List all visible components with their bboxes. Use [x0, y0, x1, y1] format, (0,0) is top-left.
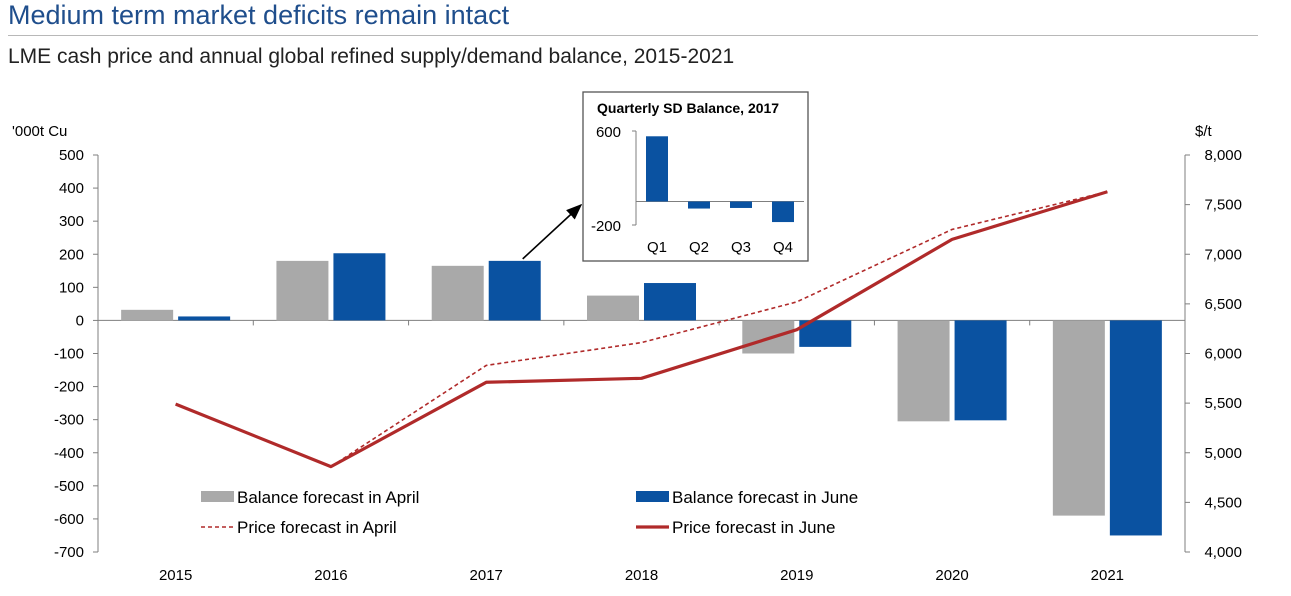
inset-bar [688, 201, 710, 209]
bar-june-balance [954, 320, 1007, 421]
left-axis-tick-label: -200 [54, 379, 84, 396]
inset-bar [646, 136, 668, 202]
page-title: Medium term market deficits remain intac… [8, 0, 510, 30]
left-axis-tick-label: 400 [59, 180, 84, 197]
inset-frame [582, 91, 809, 262]
category-label: 2018 [625, 567, 658, 584]
left-axis-tick-label: 300 [59, 213, 84, 230]
bar-april-balance [121, 309, 174, 321]
chart-subtitle: LME cash price and annual global refined… [8, 45, 735, 68]
right-axis-tick-label: 6,000 [1204, 346, 1242, 363]
bar-april-balance [276, 260, 329, 321]
title-divider [8, 35, 1258, 36]
right-axis-tick-label: 7,500 [1204, 197, 1242, 214]
category-label: 2016 [314, 567, 347, 584]
left-axis-tick-label: -300 [54, 412, 84, 429]
inset-bar [772, 201, 794, 223]
inset-pointer-arrow [522, 203, 583, 260]
left-axis-tick-label: 0 [76, 312, 84, 329]
legend-label: Balance forecast in April [237, 488, 419, 507]
right-axis-unit-label: $/t [1195, 123, 1213, 140]
legend-label: Price forecast in June [672, 518, 835, 537]
inset-category-label: Q4 [773, 239, 793, 256]
right-axis-tick-label: 8,000 [1204, 147, 1242, 164]
inset-category-label: Q1 [647, 239, 667, 256]
bar-june-balance [178, 316, 231, 321]
inset-y-tick-label: -200 [591, 218, 621, 235]
chart-legend: Balance forecast in April Balance forecas… [201, 488, 858, 537]
legend-label: Balance forecast in June [672, 488, 858, 507]
left-axis-tick-label: -500 [54, 478, 84, 495]
bar-june-balance [644, 283, 696, 321]
inset-bar [730, 201, 752, 208]
left-axis-tick-label: -700 [54, 544, 84, 561]
right-axis-tick-label: 7,000 [1204, 246, 1242, 263]
inset-category-label: Q3 [731, 239, 751, 256]
left-axis-tick-label: -600 [54, 511, 84, 528]
left-axis-unit-label: '000t Cu [12, 123, 67, 140]
right-axis-tick-label: 6,500 [1204, 296, 1242, 313]
bar-april-balance [897, 320, 950, 422]
left-axis-tick-label: 100 [59, 279, 84, 296]
left-axis-tick-label: 200 [59, 246, 84, 263]
inset-chart: Quarterly SD Balance, 2017 600 -200 Q1 Q2 Q3 Q… [522, 91, 809, 262]
category-label: 2021 [1091, 567, 1124, 584]
line-june-price [175, 190, 1108, 469]
left-axis-tick-label: -100 [54, 346, 84, 363]
bar-june-balance [333, 253, 386, 321]
bar-april-balance [1052, 320, 1105, 516]
left-axis-tick-label: 500 [59, 147, 84, 164]
main-chart: 500 400 300 200 100 0 -100 -200 -300 -400 -500 -600… [12, 123, 1242, 584]
category-label: 2015 [159, 567, 192, 584]
inset-category-label: Q2 [689, 239, 709, 256]
bar-june-balance [488, 260, 541, 321]
right-axis-tick-label: 4,500 [1204, 494, 1242, 511]
category-label: 2017 [470, 567, 503, 584]
bar-april-balance [431, 265, 484, 321]
inset-y-tick-label: 600 [596, 124, 621, 141]
bar-april-balance [587, 295, 639, 321]
right-axis-tick-label: 5,500 [1204, 395, 1242, 412]
legend-label: Price forecast in April [237, 518, 397, 537]
category-label: 2020 [935, 567, 968, 584]
category-label: 2019 [780, 567, 813, 584]
line-april-price [175, 190, 1108, 468]
right-axis-tick-label: 4,000 [1204, 544, 1242, 561]
bar-june-balance [1109, 320, 1162, 536]
inset-title: Quarterly SD Balance, 2017 [597, 100, 779, 116]
right-axis-tick-label: 5,000 [1204, 445, 1242, 462]
legend-swatch [636, 491, 669, 502]
left-axis-tick-label: -400 [54, 445, 84, 462]
legend-swatch [201, 491, 234, 502]
